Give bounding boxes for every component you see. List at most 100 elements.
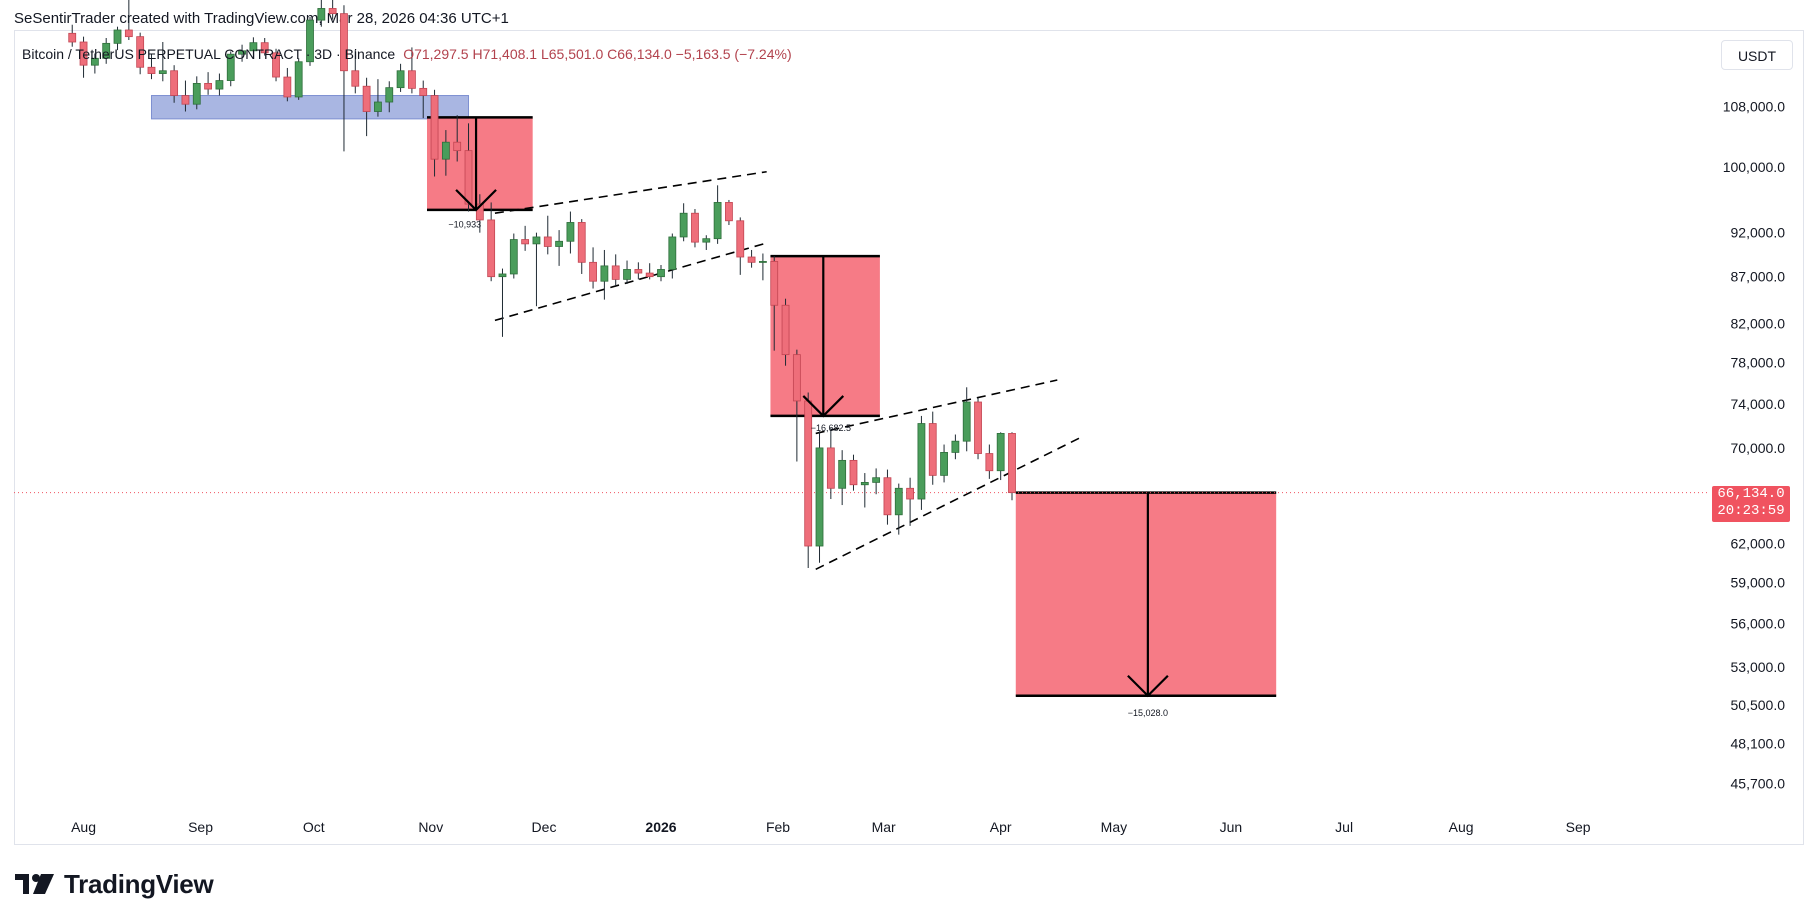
ohlc-values: O71,297.5 H71,408.1 L65,501.0 C66,134.0 … bbox=[403, 46, 792, 62]
candle-body bbox=[577, 222, 586, 263]
candle-body bbox=[770, 261, 779, 306]
candle-body bbox=[736, 220, 745, 258]
price-tick-label: 100,000.0 bbox=[1723, 159, 1785, 175]
candle-body bbox=[340, 13, 348, 72]
candle-body bbox=[815, 447, 824, 547]
candle-body bbox=[521, 239, 530, 245]
arrows-layer bbox=[455, 117, 1169, 698]
candle-body bbox=[838, 459, 847, 489]
attribution-header: SeSentirTrader created with TradingView.… bbox=[14, 10, 509, 27]
candle-body bbox=[170, 70, 179, 96]
candle-body bbox=[79, 41, 88, 66]
symbol-legend[interactable]: Bitcoin / TetherUS PERPETUAL CONTRACT · … bbox=[22, 46, 792, 62]
target-arrowhead-2 bbox=[1127, 674, 1169, 698]
candle-body bbox=[747, 256, 756, 263]
candle-body bbox=[951, 440, 960, 453]
candle-body bbox=[1008, 433, 1016, 494]
candle-body bbox=[464, 150, 473, 205]
candle-body bbox=[408, 70, 416, 89]
candle-body bbox=[204, 82, 212, 90]
candle-body bbox=[792, 354, 801, 402]
candle-body bbox=[306, 19, 314, 63]
target-arrowhead-0 bbox=[455, 189, 497, 212]
symbol-name[interactable]: Bitcoin / TetherUS PERPETUAL CONTRACT · … bbox=[22, 46, 396, 62]
candle-body bbox=[283, 76, 292, 98]
price-tick-label: 92,000.0 bbox=[1731, 225, 1786, 241]
time-tick-label: 2026 bbox=[645, 819, 676, 835]
channel-line-3 bbox=[815, 379, 1058, 435]
currency-button[interactable]: USDT bbox=[1721, 40, 1793, 70]
candle-body bbox=[453, 141, 462, 152]
channel-line-1 bbox=[494, 170, 767, 215]
candle-body bbox=[600, 265, 609, 282]
annotation-layer: −10,933 −16,682.5 −15,028.0 bbox=[448, 220, 1168, 718]
bar-countdown: 20:23:59 bbox=[1717, 503, 1785, 519]
candle-body bbox=[102, 42, 111, 59]
time-tick-label: Aug bbox=[1449, 819, 1474, 835]
price-tick-label: 59,000.0 bbox=[1731, 575, 1786, 591]
candle-body bbox=[317, 8, 326, 21]
candle-body bbox=[226, 53, 235, 81]
candle-body bbox=[985, 453, 994, 472]
price-tick-label: 45,700.0 bbox=[1731, 776, 1786, 792]
candle-body bbox=[509, 239, 518, 275]
candle-body bbox=[589, 261, 597, 282]
tradingview-logo-icon bbox=[15, 874, 54, 894]
price-tick-label: 87,000.0 bbox=[1731, 269, 1786, 285]
candle-body bbox=[657, 269, 665, 278]
candle-body bbox=[487, 219, 496, 278]
candle-body bbox=[192, 82, 201, 105]
time-tick-label: Oct bbox=[303, 819, 325, 835]
candle-body bbox=[849, 459, 858, 486]
candle-body bbox=[860, 481, 869, 486]
measure-label-0: −10,933 bbox=[448, 220, 481, 230]
candle-body bbox=[543, 236, 552, 247]
price-tick-label: 48,100.0 bbox=[1731, 735, 1786, 751]
price-tick-label: 50,500.0 bbox=[1731, 697, 1786, 713]
candle-body bbox=[238, 50, 246, 55]
price-tick-label: 53,000.0 bbox=[1731, 659, 1786, 675]
last-price-value: 66,134.0 bbox=[1717, 486, 1785, 502]
candle-body bbox=[623, 269, 631, 280]
price-tick-label: 56,000.0 bbox=[1731, 616, 1786, 632]
time-tick-label: Feb bbox=[766, 819, 790, 835]
footer: TradingView bbox=[14, 866, 214, 902]
candle-body bbox=[113, 29, 122, 44]
candle-body bbox=[872, 477, 881, 483]
time-tick-label: Apr bbox=[990, 819, 1012, 835]
candle-body bbox=[928, 423, 937, 476]
time-tick-label: Sep bbox=[1566, 819, 1591, 835]
chart-frame bbox=[14, 30, 1804, 845]
candle-body bbox=[634, 269, 643, 274]
time-tick-label: Jul bbox=[1335, 819, 1353, 835]
candle-body bbox=[430, 95, 439, 160]
candle-body bbox=[566, 222, 575, 242]
candle-body bbox=[781, 304, 790, 356]
candle-body bbox=[974, 401, 982, 454]
candle-body bbox=[894, 487, 903, 516]
candle-body bbox=[759, 261, 767, 263]
time-tick-label: Mar bbox=[872, 819, 896, 835]
candle-body bbox=[996, 433, 1005, 472]
last-price-label: 66,134.0 20:23:59 bbox=[1712, 486, 1790, 522]
candle-body bbox=[917, 423, 926, 500]
candle-body bbox=[713, 202, 722, 240]
candle-body bbox=[691, 212, 699, 243]
candle-body bbox=[940, 452, 948, 476]
candle-body bbox=[668, 236, 677, 270]
candle-body bbox=[883, 477, 892, 516]
candle-body bbox=[374, 101, 382, 112]
time-tick-label: Aug bbox=[71, 819, 96, 835]
candle-body bbox=[147, 66, 156, 74]
candle-body bbox=[826, 447, 835, 489]
channel-layer bbox=[14, 170, 1710, 571]
candle-body bbox=[679, 212, 688, 238]
candle-body bbox=[362, 85, 371, 112]
candle-body bbox=[328, 8, 337, 15]
candle-body bbox=[725, 202, 733, 222]
candle-body bbox=[385, 87, 394, 103]
time-tick-label: Nov bbox=[418, 819, 443, 835]
measure-label-1: −16,682.5 bbox=[811, 423, 851, 433]
candle-body bbox=[272, 52, 280, 78]
